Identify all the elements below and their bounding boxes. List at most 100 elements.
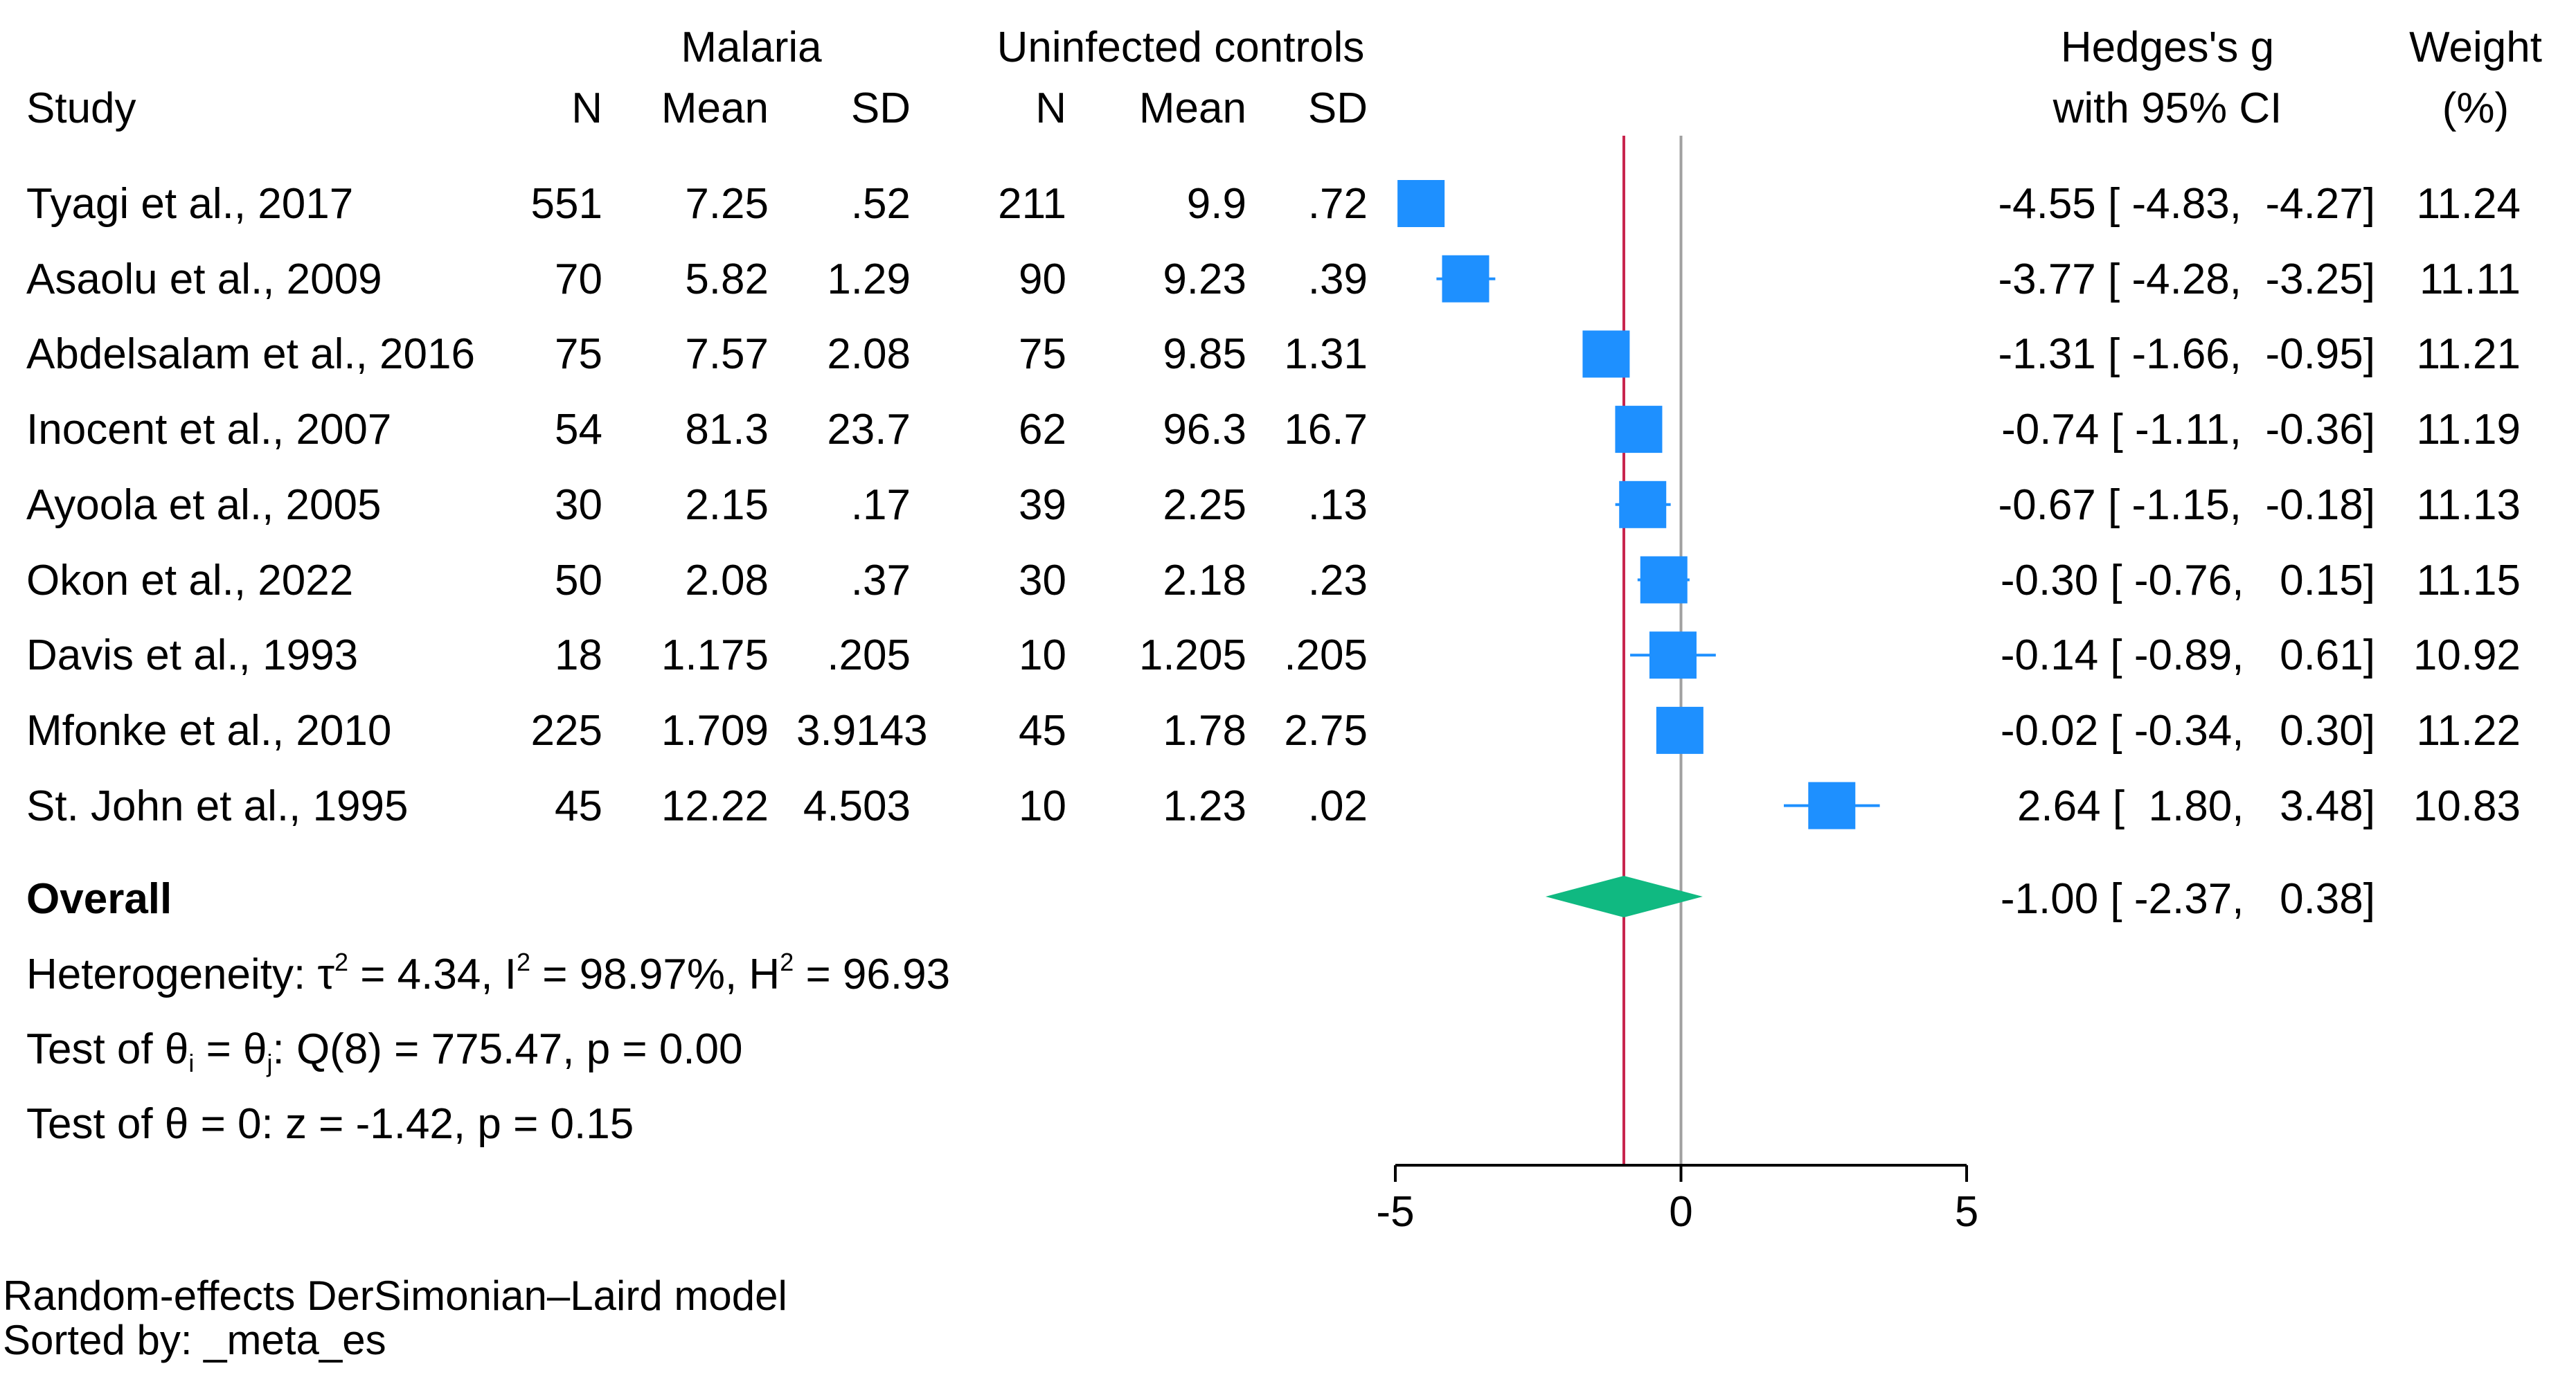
cell-w-text: 11.11: [2420, 255, 2521, 303]
cell-study: Tyagi et al., 2017: [26, 180, 354, 228]
cell-study: St. John et al., 1995: [26, 782, 409, 830]
cell-study: Okon et al., 2022: [26, 556, 354, 604]
cell-sd1: .52: [850, 180, 911, 228]
cell-mean2: 96.3: [1163, 406, 1246, 454]
x-tick-label: -5: [1376, 1188, 1414, 1236]
cell-sd1: 1.29: [827, 255, 911, 303]
cell-es-text: -0.74 [ -1.11, -0.36]: [2001, 406, 2375, 454]
cell-n2: 10: [1019, 631, 1066, 680]
mean2-column-header: Mean: [1138, 84, 1246, 132]
effect-size-marker: [1649, 631, 1697, 679]
cell-sd2: .205: [1284, 631, 1368, 680]
cell-sd1: 3.9143: [796, 706, 928, 755]
effect-size-marker: [1619, 480, 1667, 528]
effect-size-marker: [1808, 782, 1856, 829]
cell-study: Mfonke et al., 2010: [26, 706, 392, 755]
study-column-header: Study: [26, 84, 136, 132]
cell-sd1: .205: [827, 631, 911, 680]
model-note: Random-effects DerSimonian–Laird model: [3, 1273, 787, 1319]
x-tick-label: 5: [1955, 1188, 1978, 1236]
cell-sd2: 2.75: [1284, 706, 1368, 755]
cell-n2: 75: [1019, 330, 1066, 379]
cell-sd2: .72: [1307, 180, 1368, 228]
cell-w-text: 11.13: [2416, 480, 2521, 529]
effect-size-marker: [1442, 255, 1490, 303]
es-header-line2: with 95% CI: [2052, 84, 2282, 132]
cell-n1: 75: [555, 330, 602, 379]
cell-n2: 30: [1019, 556, 1066, 604]
cell-mean2: 9.9: [1186, 180, 1246, 228]
cell-study: Inocent et al., 2007: [26, 406, 392, 454]
n1-column-header: N: [571, 84, 602, 132]
cell-n2: 10: [1019, 782, 1066, 830]
cell-study: Ayoola et al., 2005: [26, 480, 382, 529]
cell-sd1: .17: [850, 480, 911, 529]
sort-note: Sorted by: _meta_es: [3, 1317, 386, 1363]
cell-sd2: .23: [1307, 556, 1368, 604]
cell-mean2: 2.25: [1163, 480, 1246, 529]
cell-n2: 45: [1019, 706, 1066, 755]
cell-mean2: 2.18: [1163, 556, 1246, 604]
cell-w-text: 10.83: [2413, 782, 2521, 830]
cell-es-text: -0.67 [ -1.15, -0.18]: [1998, 480, 2375, 529]
cell-n1: 50: [555, 556, 602, 604]
cell-n2: 39: [1019, 480, 1066, 529]
cell-w-text: 11.15: [2416, 556, 2521, 604]
effect-size-marker: [1615, 406, 1663, 453]
n2-column-header: N: [1035, 84, 1066, 132]
cell-mean1: 1.709: [661, 706, 769, 755]
cell-mean1: 12.22: [661, 782, 769, 830]
cell-mean2: 9.23: [1163, 255, 1246, 303]
cell-n1: 18: [555, 631, 602, 680]
cell-n2: 211: [998, 180, 1066, 228]
cell-es-text: -4.55 [ -4.83, -4.27]: [1998, 180, 2375, 228]
weight-header-line1: Weight: [2409, 24, 2542, 71]
cell-es-text: -0.02 [ -0.34, 0.30]: [2000, 706, 2375, 755]
cell-mean1: 1.175: [661, 631, 769, 680]
cell-w-text: 10.92: [2413, 631, 2521, 680]
cell-sd2: .02: [1307, 782, 1368, 830]
cell-n1: 70: [555, 255, 602, 303]
cell-mean1: 81.3: [685, 406, 769, 454]
cell-mean2: 1.23: [1163, 782, 1246, 830]
test-homogeneity: Test of θi = θj: Q(8) = 775.47, p = 0.00: [26, 1025, 743, 1077]
cell-study: Abdelsalam et al., 2016: [26, 330, 475, 379]
cell-es-text: -0.14 [ -0.89, 0.61]: [2000, 631, 2375, 680]
cell-w-text: 11.21: [2416, 330, 2521, 379]
overall-diamond: [1545, 876, 1703, 917]
group1-header: Malaria: [681, 24, 822, 71]
cell-n2: 62: [1019, 406, 1066, 454]
es-header-line1: Hedges's g: [2060, 24, 2275, 71]
cell-mean1: 2.08: [685, 556, 769, 604]
cell-es-text: -1.31 [ -1.66, -0.95]: [1998, 330, 2375, 379]
sd2-column-header: SD: [1307, 84, 1368, 132]
cell-mean1: 5.82: [685, 255, 769, 303]
cell-n1: 225: [530, 706, 602, 755]
cell-study: Asaolu et al., 2009: [26, 255, 382, 303]
x-tick-label: 0: [1669, 1188, 1692, 1236]
cell-sd2: .39: [1307, 255, 1368, 303]
cell-w-text: 11.22: [2416, 706, 2521, 755]
cell-mean1: 7.57: [685, 330, 769, 379]
cell-es-text: -3.77 [ -4.28, -3.25]: [1998, 255, 2375, 303]
cell-n2: 90: [1019, 255, 1066, 303]
cell-es-text: 2.64 [ 1.80, 3.48]: [2016, 782, 2375, 830]
test-overall-effect: Test of θ = 0: z = -1.42, p = 0.15: [26, 1100, 634, 1148]
cell-es-text: -0.30 [ -0.76, 0.15]: [2000, 556, 2375, 604]
effect-size-marker: [1582, 330, 1630, 378]
cell-sd2: 1.31: [1284, 330, 1368, 379]
sd1-column-header: SD: [850, 84, 911, 132]
cell-mean1: 7.25: [685, 180, 769, 228]
mean1-column-header: Mean: [661, 84, 769, 132]
cell-sd1: 23.7: [827, 406, 911, 454]
cell-n1: 551: [530, 180, 602, 228]
cell-study: Davis et al., 1993: [26, 631, 359, 680]
cell-sd2: .13: [1307, 480, 1368, 529]
cell-n1: 45: [555, 782, 602, 830]
cell-mean2: 1.205: [1138, 631, 1246, 680]
cell-sd1: .37: [850, 556, 911, 604]
cell-sd1: 2.08: [827, 330, 911, 379]
cell-mean2: 9.85: [1163, 330, 1246, 379]
overall-label: Overall: [26, 875, 172, 923]
